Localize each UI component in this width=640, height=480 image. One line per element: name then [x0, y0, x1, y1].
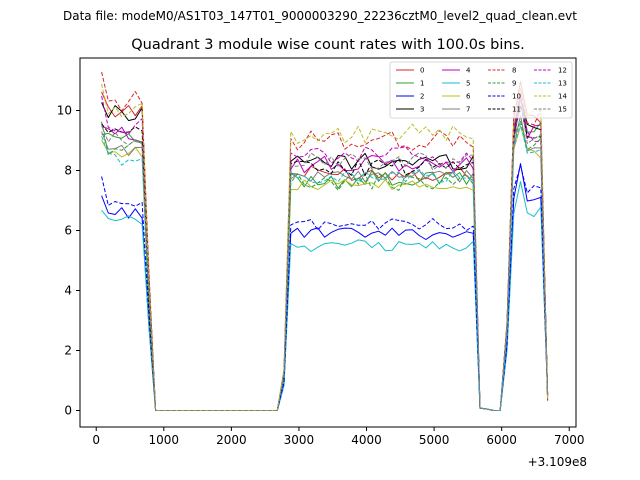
legend-label: 0 — [420, 67, 424, 75]
series-line-14 — [101, 83, 549, 411]
legend-label: 7 — [466, 106, 470, 114]
legend-label: 1 — [420, 80, 424, 88]
legend-label: 6 — [466, 93, 471, 101]
y-tick-label: 4 — [64, 284, 72, 298]
plot-area — [101, 71, 549, 411]
y-tick-label: 8 — [64, 164, 72, 178]
legend-label: 12 — [558, 67, 567, 75]
legend-box — [389, 61, 573, 119]
legend-label: 14 — [558, 93, 567, 101]
x-tick-label: 6000 — [486, 433, 517, 447]
legend-label: 11 — [512, 106, 521, 114]
legend-label: 10 — [512, 93, 521, 101]
axes-frame — [79, 57, 577, 428]
legend-label: 2 — [420, 93, 424, 101]
y-tick-label: 10 — [57, 104, 72, 118]
x-tick-label: 1000 — [149, 433, 180, 447]
chart-suptitle: Data file: modeM0/AS1T03_147T01_90000032… — [63, 9, 577, 23]
legend-label: 8 — [512, 67, 516, 75]
x-tick-label: 4000 — [351, 433, 382, 447]
x-tick-label: 5000 — [419, 433, 450, 447]
legend-label: 4 — [466, 67, 471, 75]
y-tick-label: 0 — [64, 404, 72, 418]
x-tick-label: 7000 — [554, 433, 585, 447]
x-offset-label: +3.109e8 — [528, 455, 587, 469]
x-tick-label: 3000 — [284, 433, 315, 447]
legend-label: 15 — [558, 106, 567, 114]
legend-label: 5 — [466, 80, 470, 88]
series-line-15 — [101, 98, 549, 411]
chart-title: Quadrant 3 module wise count rates with … — [131, 37, 525, 53]
y-tick-label: 6 — [64, 224, 72, 238]
x-tick-label: 2000 — [216, 433, 247, 447]
legend-label: 9 — [512, 80, 516, 88]
legend-label: 3 — [420, 106, 424, 114]
y-tick-label: 2 — [64, 344, 72, 358]
legend-label: 13 — [558, 80, 567, 88]
x-tick-label: 0 — [92, 433, 100, 447]
